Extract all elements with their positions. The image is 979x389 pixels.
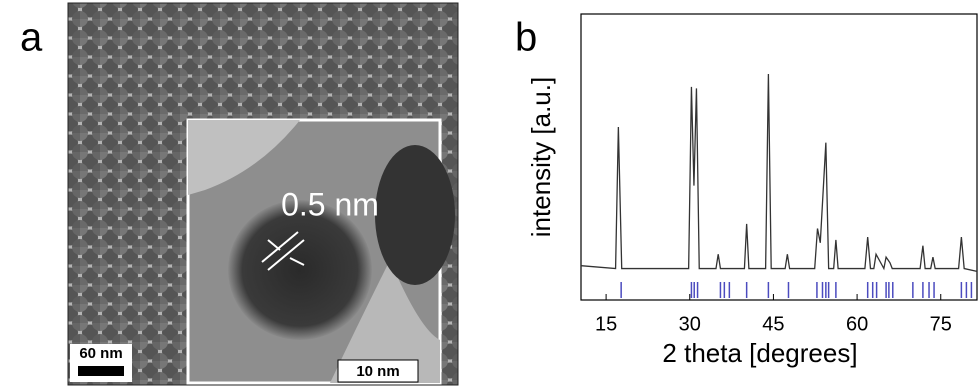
tem-image: 0.5 nm 60 nm 10 nm xyxy=(67,2,459,386)
panel-label: a xyxy=(20,16,43,60)
x-tick-label: 15 xyxy=(595,313,617,335)
x-tick-label: 30 xyxy=(679,313,701,335)
scale-bar-label: 60 nm xyxy=(79,345,122,362)
inset-scale-bar-label: 10 nm xyxy=(356,363,399,380)
x-tick-label: 75 xyxy=(930,313,952,335)
panel-label: b xyxy=(515,16,537,60)
y-axis-label: intensity [a.u.] xyxy=(526,77,556,237)
x-tick-label: 45 xyxy=(762,313,784,335)
x-axis-label: 2 theta [degrees] xyxy=(662,338,857,368)
x-tick-label: 60 xyxy=(846,313,868,335)
plot-frame xyxy=(580,13,978,301)
annotation: 0.5 nm xyxy=(281,186,379,222)
xrd-pattern xyxy=(580,74,978,273)
